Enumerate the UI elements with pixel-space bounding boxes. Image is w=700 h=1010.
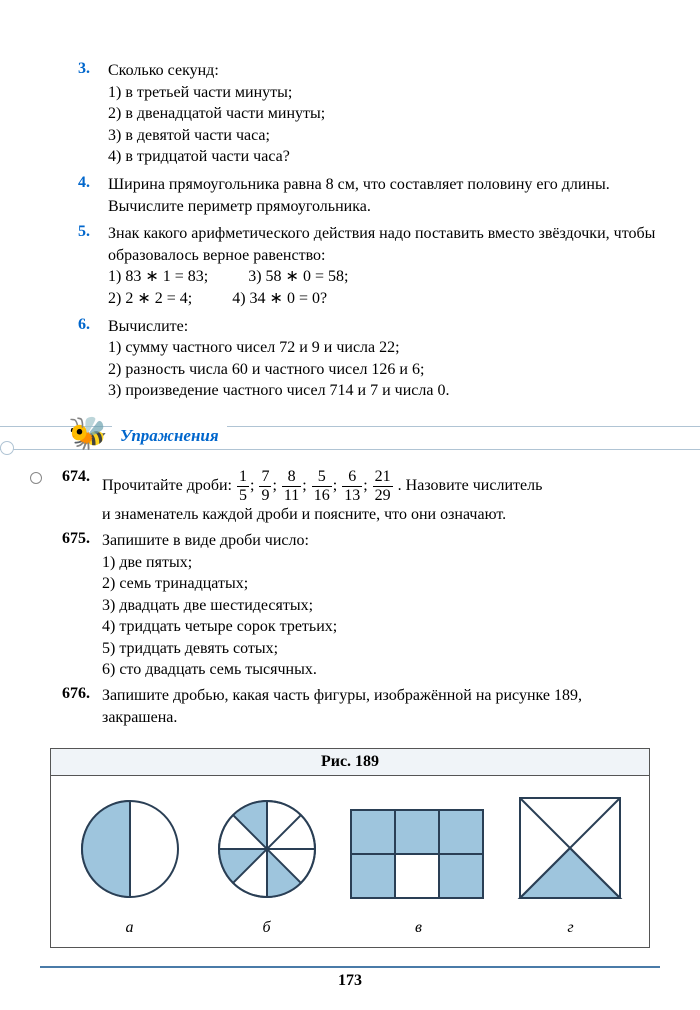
exercise-676: 676. Запишите дробью, какая часть фигуры… [40, 685, 660, 728]
problem-6: 6. Вычислите: 1) сумму частного чисел 72… [40, 316, 660, 402]
fraction: 811 [282, 468, 301, 504]
exercise-text: и знаменатель каждой дроби и поясните, ч… [102, 504, 660, 526]
sub-item: 2) в двенадцатой части минуты; [108, 103, 660, 125]
problem-4: 4. Ширина прямоугольника равна 8 см, что… [40, 174, 660, 217]
fractions-list: 15; 79; 811; 516; 613; 2129 [236, 477, 394, 494]
equation: 3) 58 ∗ 0 = 58; [248, 266, 348, 288]
equation: 2) 2 ∗ 2 = 4; [108, 288, 192, 310]
figure-cell-d: г [516, 794, 626, 937]
figure-cell-a: а [75, 794, 185, 937]
problem-number: 6. [40, 316, 108, 402]
figure-label: б [212, 919, 322, 937]
exercise-number: 674. [40, 468, 102, 526]
exercise-lead: Запишите в виде дроби число: [102, 530, 660, 552]
sub-item: 3) произведение частного чисел 714 и 7 и… [108, 380, 660, 402]
fraction: 2129 [373, 468, 393, 504]
problem-lead: Знак какого арифметического действия над… [108, 223, 660, 266]
circle-eighths-icon [212, 794, 322, 904]
exercise-lead: Запишите дробью, какая часть фигуры, изо… [102, 685, 660, 728]
exercises-section-header: 🐝 Упражнения [40, 414, 660, 458]
section-title: Упражнения [112, 426, 227, 446]
textbook-page: 3. Сколько секунд: 1) в третьей части ми… [0, 0, 700, 1010]
exercise-674: 674. Прочитайте дроби: 15; 79; 811; 516;… [40, 468, 660, 526]
sub-item: 1) сумму частного чисел 72 и 9 и числа 2… [108, 337, 660, 359]
equation-row: 2) 2 ∗ 2 = 4; 4) 34 ∗ 0 = 0? [108, 288, 660, 310]
page-number: 173 [40, 966, 660, 990]
sub-item: 4) в тридцатой части часа? [108, 146, 660, 168]
problem-lead: Ширина прямоугольника равна 8 см, что со… [108, 174, 660, 217]
figure-cell-b: б [212, 794, 322, 937]
figure-label: а [75, 919, 185, 937]
problem-lead: Вычислите: [108, 316, 660, 338]
fraction: 516 [312, 468, 332, 504]
problem-5: 5. Знак какого арифметического действия … [40, 223, 660, 309]
rect-grid-icon [349, 808, 489, 904]
sub-item: 3) двадцать две шестидесятых; [102, 595, 660, 617]
problem-number: 3. [40, 60, 108, 168]
fraction: 613 [342, 468, 362, 504]
figure-cell-c: в [349, 808, 489, 937]
fraction: 79 [259, 468, 271, 504]
figure-189: Рис. 189 а [50, 748, 650, 948]
sub-item: 1) две пятых; [102, 552, 660, 574]
exercise-text: Прочитайте дроби: 15; 79; 811; 516; 613;… [102, 468, 660, 504]
circle-marker-icon [30, 472, 42, 484]
problem-lead: Сколько секунд: [108, 60, 660, 82]
sub-item: 4) тридцать четыре сорок третьих; [102, 616, 660, 638]
sub-item: 2) семь тринадцатых; [102, 573, 660, 595]
problem-3: 3. Сколько секунд: 1) в третьей части ми… [40, 60, 660, 168]
problem-number: 4. [40, 174, 108, 217]
figure-label: г [516, 919, 626, 937]
equation: 4) 34 ∗ 0 = 0? [232, 288, 327, 310]
bee-icon: 🐝 [68, 414, 108, 452]
figure-title: Рис. 189 [51, 749, 649, 776]
problem-number: 5. [40, 223, 108, 309]
sub-item: 5) тридцать девять сотых; [102, 638, 660, 660]
exercise-number: 675. [40, 530, 102, 681]
sub-item: 6) сто двадцать семь тысячных. [102, 659, 660, 681]
sub-item: 3) в девятой части часа; [108, 125, 660, 147]
sub-item: 1) в третьей части минуты; [108, 82, 660, 104]
square-triangles-icon [516, 794, 626, 904]
exercise-number: 676. [40, 685, 102, 728]
figure-label: в [349, 919, 489, 937]
circle-half-shaded-icon [75, 794, 185, 904]
equation-row: 1) 83 ∗ 1 = 83; 3) 58 ∗ 0 = 58; [108, 266, 660, 288]
fraction: 15 [237, 468, 249, 504]
exercise-675: 675. Запишите в виде дроби число: 1) две… [40, 530, 660, 681]
equation: 1) 83 ∗ 1 = 83; [108, 266, 208, 288]
sub-item: 2) разность числа 60 и частного чисел 12… [108, 359, 660, 381]
